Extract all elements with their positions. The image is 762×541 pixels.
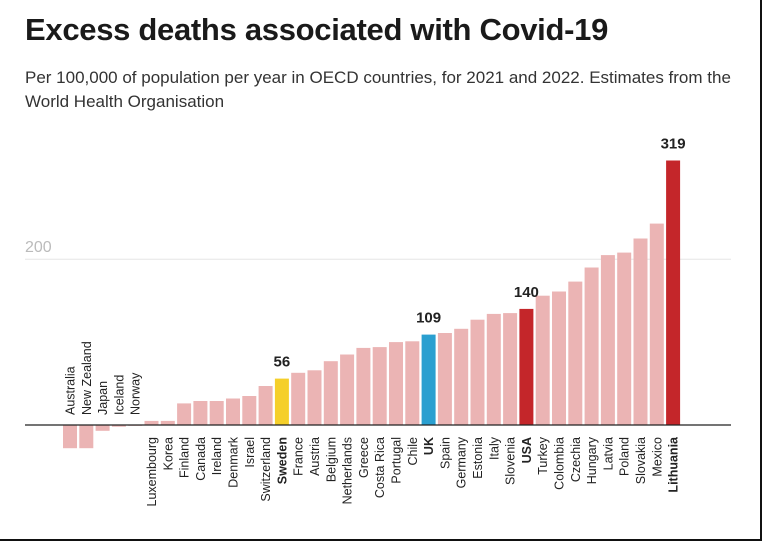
bar-italy bbox=[486, 313, 501, 425]
category-label-finland: Finland bbox=[178, 437, 192, 478]
category-label-uk: UK bbox=[422, 437, 436, 455]
bar-netherlands bbox=[340, 354, 355, 425]
category-label-greece: Greece bbox=[357, 437, 371, 478]
category-label-portugal: Portugal bbox=[390, 437, 404, 484]
bar-germany bbox=[454, 328, 469, 425]
value-label-sweden: 56 bbox=[274, 354, 291, 371]
category-label-switzerland: Switzerland bbox=[259, 437, 273, 502]
bar-israel bbox=[242, 396, 257, 425]
category-label-slovakia: Slovakia bbox=[634, 437, 648, 484]
bar-iceland bbox=[111, 425, 126, 427]
bar-costa-rica bbox=[372, 347, 387, 425]
category-label-austria: Austria bbox=[308, 437, 322, 476]
bar-france bbox=[291, 372, 306, 425]
category-label-estonia: Estonia bbox=[471, 437, 485, 479]
category-label-lithuania: Lithuania bbox=[667, 436, 681, 493]
category-label-france: France bbox=[292, 437, 306, 476]
bar-austria bbox=[307, 370, 322, 425]
value-label-usa: 140 bbox=[514, 284, 539, 301]
bar-denmark bbox=[226, 398, 240, 425]
bar-colombia bbox=[552, 291, 566, 425]
bar-greece bbox=[356, 347, 371, 425]
category-label-usa: USA bbox=[520, 437, 534, 463]
category-label-chile: Chile bbox=[406, 437, 420, 466]
category-label-costa-rica: Costa Rica bbox=[373, 437, 387, 498]
value-labels-group: 56 109 140 319 bbox=[274, 136, 686, 371]
category-label-turkey: Turkey bbox=[536, 436, 550, 474]
category-label-australia: Australia bbox=[64, 366, 78, 415]
chart-subtitle: Per 100,000 of population per year in OE… bbox=[25, 68, 731, 111]
category-label-spain: Spain bbox=[438, 437, 452, 469]
bar-switzerland bbox=[258, 386, 273, 425]
bar-lithuania bbox=[666, 160, 681, 425]
y-tick-label: 200 bbox=[25, 239, 52, 256]
category-label-mexico: Mexico bbox=[650, 437, 664, 477]
bar-japan bbox=[95, 425, 110, 431]
category-label-japan: Japan bbox=[96, 381, 110, 415]
category-label-korea: Korea bbox=[161, 437, 175, 470]
category-label-latvia: Latvia bbox=[601, 437, 615, 470]
bar-hungary bbox=[584, 267, 599, 425]
category-label-ireland: Ireland bbox=[210, 437, 224, 475]
category-label-norway: Norway bbox=[129, 372, 143, 415]
chart-title: Excess deaths associated with Covid-19 bbox=[25, 12, 609, 47]
bar-ireland bbox=[209, 401, 224, 425]
bar-belgium bbox=[323, 361, 338, 425]
category-label-sweden: Sweden bbox=[275, 437, 289, 484]
bar-uk bbox=[421, 334, 436, 425]
bar-korea bbox=[160, 420, 175, 425]
bar-australia bbox=[63, 425, 77, 449]
bar-canada bbox=[193, 401, 208, 425]
bar-luxembourg bbox=[144, 420, 159, 425]
bar-chile bbox=[405, 341, 420, 425]
bar-finland bbox=[177, 403, 192, 425]
bar-slovakia bbox=[633, 238, 648, 425]
value-label-uk: 109 bbox=[416, 310, 441, 327]
value-label-lithuania: 319 bbox=[661, 136, 686, 153]
category-label-canada: Canada bbox=[194, 437, 208, 481]
category-label-czechia: Czechia bbox=[569, 437, 583, 482]
bar-estonia bbox=[470, 319, 485, 425]
category-label-new-zealand: New Zealand bbox=[80, 341, 94, 415]
category-label-poland: Poland bbox=[618, 437, 632, 476]
bar-mexico bbox=[649, 223, 664, 425]
category-label-slovenia: Slovenia bbox=[504, 437, 518, 485]
bar-sweden bbox=[274, 378, 289, 425]
bars-group bbox=[63, 160, 681, 449]
country-labels-group: Australia New Zealand Japan Iceland Norway Lu… bbox=[64, 341, 681, 506]
bar-usa bbox=[519, 308, 534, 425]
bar-poland bbox=[617, 252, 632, 425]
category-label-italy: Italy bbox=[487, 436, 501, 460]
bar-slovenia bbox=[503, 313, 518, 425]
category-label-hungary: Hungary bbox=[585, 436, 599, 484]
category-label-germany: Germany bbox=[455, 436, 469, 488]
bar-turkey bbox=[535, 295, 550, 425]
category-label-israel: Israel bbox=[243, 437, 257, 468]
bar-portugal bbox=[389, 342, 403, 425]
category-label-luxembourg: Luxembourg bbox=[145, 437, 159, 507]
category-label-colombia: Colombia bbox=[553, 437, 567, 490]
bar-czechia bbox=[568, 281, 583, 425]
category-label-netherlands: Netherlands bbox=[341, 437, 355, 504]
category-label-belgium: Belgium bbox=[324, 437, 338, 482]
category-label-iceland: Iceland bbox=[112, 375, 126, 415]
bar-spain bbox=[437, 333, 452, 425]
bar-latvia bbox=[600, 255, 615, 425]
category-label-denmark: Denmark bbox=[227, 436, 241, 487]
bar-new-zealand bbox=[79, 425, 94, 449]
